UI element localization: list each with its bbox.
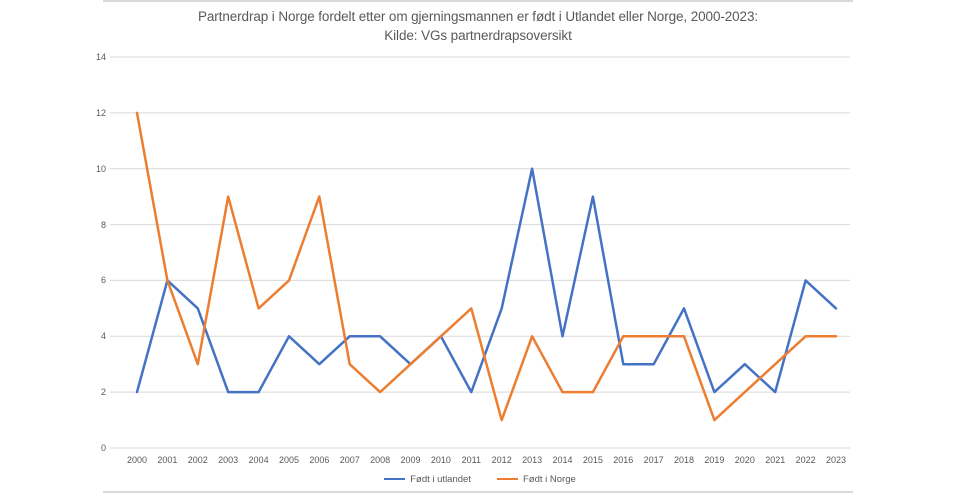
bottom-border-line: [103, 491, 853, 493]
top-border-line: [103, 0, 853, 2]
x-axis-tick-label: 2004: [248, 455, 269, 465]
y-axis-tick-label: 4: [100, 331, 106, 342]
x-axis-tick-label: 2020: [734, 455, 755, 465]
x-axis-tick-label: 2009: [400, 455, 421, 465]
y-axis-tick-label: 6: [100, 275, 106, 286]
x-axis-tick-label: 2022: [795, 455, 816, 465]
x-axis-tick-label: 2016: [613, 455, 634, 465]
x-axis-tick-label: 2011: [461, 455, 481, 465]
x-axis-tick-label: 2006: [309, 455, 330, 465]
x-axis-tick-label: 2019: [704, 455, 725, 465]
legend-item: Født i utlandet: [384, 474, 471, 485]
legend-line-swatch-icon: [496, 477, 518, 481]
legend: Født i utlandet Født i Norge: [0, 472, 960, 486]
x-axis-tick-label: 2013: [522, 455, 543, 465]
x-axis-tick-label: 2003: [218, 455, 239, 465]
x-axis-tick-label: 2008: [370, 455, 391, 465]
x-axis-tick-label: 2001: [157, 455, 178, 465]
x-axis-tick-label: 2010: [430, 455, 451, 465]
y-axis-tick-label: 0: [100, 443, 106, 453]
chart-title: Partnerdrap i Norge fordelt etter om gje…: [103, 7, 853, 45]
series-line-født-i-norge: [135, 111, 838, 422]
x-axis-tick-label: 2002: [187, 455, 208, 465]
y-axis-tick-label: 8: [100, 219, 106, 230]
x-axis-tick-label: 2007: [339, 455, 360, 465]
y-axis-tick-label: 10: [95, 163, 106, 174]
y-axis-tick-label: 14: [95, 52, 106, 62]
chart-title-line2: Kilde: VGs partnerdrapsoversikt: [384, 28, 572, 43]
series-line-født-i-utlandet: [135, 167, 838, 394]
x-axis-tick-label: 2023: [825, 455, 847, 465]
x-axis-tick-label: 2012: [491, 455, 512, 465]
x-axis-tick-label: 2018: [674, 455, 695, 465]
x-axis-tick-label: 2021: [765, 455, 786, 465]
x-axis-tick-label: 2017: [643, 455, 664, 465]
y-axis-tick-label: 2: [100, 387, 106, 398]
chart-title-line1: Partnerdrap i Norge fordelt etter om gje…: [197, 9, 759, 24]
legend-line-swatch-icon: [384, 477, 406, 481]
x-axis-tick-label: 2014: [552, 455, 573, 465]
legend-label: Født i Norge: [522, 473, 576, 485]
x-axis-tick-label: 2015: [582, 455, 603, 465]
legend-item: Født i Norge: [496, 473, 576, 485]
y-axis-tick-label: 12: [95, 107, 106, 118]
legend-label: Født i utlandet: [410, 473, 471, 485]
x-axis-tick-label: 2000: [126, 455, 148, 465]
x-axis-tick-label: 2005: [278, 455, 299, 465]
